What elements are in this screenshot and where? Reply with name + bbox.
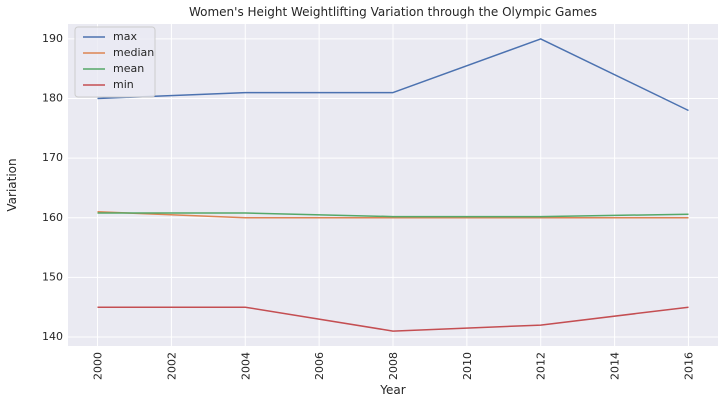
x-axis-ticks: 2000 2002 2004 2006 2008 2010 2012 2014 2016 <box>92 352 696 380</box>
x-tick-label: 2004 <box>239 352 252 380</box>
legend-label-mean: mean <box>113 62 144 75</box>
y-tick-label: 170 <box>42 151 63 164</box>
y-axis-ticks: 140 150 160 170 180 190 <box>42 32 63 343</box>
x-tick-label: 2014 <box>609 352 622 380</box>
series-line-min <box>97 306 689 332</box>
x-axis-label: Year <box>379 383 405 397</box>
grid <box>68 24 718 346</box>
y-axis-label: Variation <box>5 158 19 211</box>
series-lines <box>97 38 689 332</box>
series-line-mean <box>97 212 689 218</box>
legend: max median mean min <box>74 26 156 98</box>
series-line-max <box>97 38 689 112</box>
legend-label-max: max <box>113 30 137 43</box>
y-tick-label: 140 <box>42 330 63 343</box>
x-tick-label: 2010 <box>461 352 474 380</box>
x-tick-label: 2006 <box>313 352 326 380</box>
legend-box <box>74 26 156 98</box>
y-tick-label: 190 <box>42 32 63 45</box>
x-tick-label: 2000 <box>92 352 105 380</box>
y-tick-label: 180 <box>42 92 63 105</box>
chart-title: Women's Height Weightlifting Variation t… <box>189 5 597 19</box>
x-tick-label: 2002 <box>165 352 178 380</box>
x-tick-label: 2016 <box>682 352 695 380</box>
legend-label-median: median <box>113 46 154 59</box>
series-line-median <box>97 211 689 219</box>
y-tick-label: 160 <box>42 211 63 224</box>
x-tick-label: 2008 <box>387 352 400 380</box>
x-tick-label: 2012 <box>535 352 548 380</box>
y-tick-label: 150 <box>42 270 63 283</box>
legend-label-min: min <box>113 78 134 91</box>
